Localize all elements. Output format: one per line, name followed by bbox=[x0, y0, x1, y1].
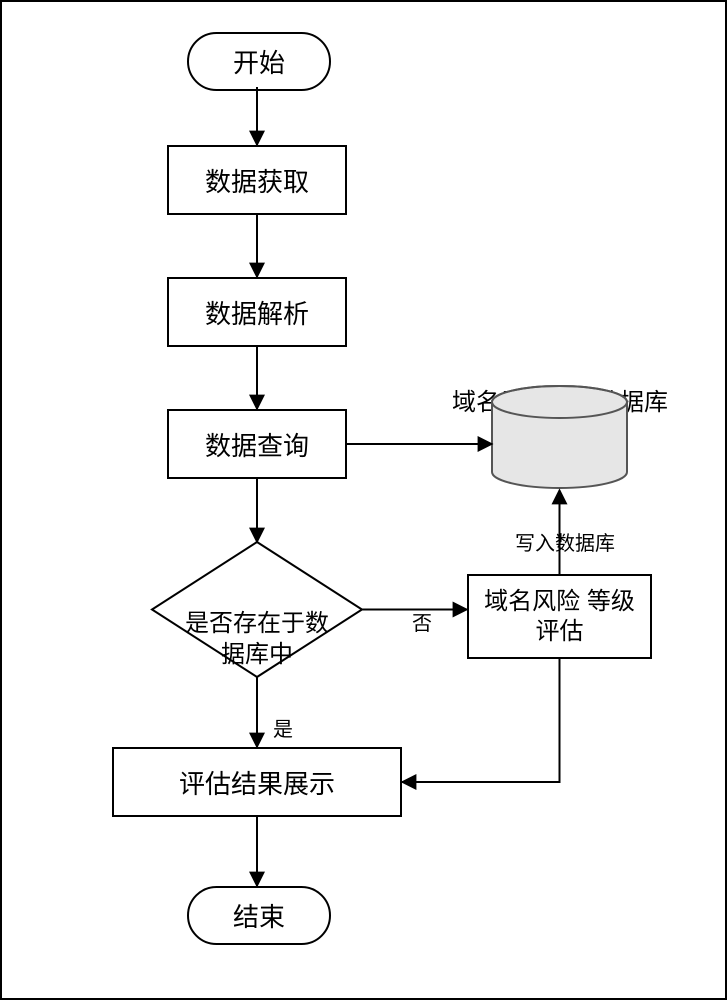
end-label: 结束 bbox=[233, 897, 285, 934]
query-node: 数据查询 bbox=[167, 409, 347, 479]
no-label: 否 bbox=[402, 584, 442, 636]
display-label: 评估结果展示 bbox=[179, 764, 335, 801]
edge-eval-display bbox=[402, 659, 560, 782]
start-node: 开始 bbox=[187, 32, 331, 91]
acquire-label: 数据获取 bbox=[205, 162, 309, 199]
db-title: 域名风险等级数据库 bbox=[420, 354, 700, 417]
end-node: 结束 bbox=[187, 886, 331, 945]
eval-node: 域名风险 等级评估 bbox=[467, 574, 652, 659]
writedb-label: 写入数据库 bbox=[500, 504, 630, 556]
decision-label-box: 是否存在于数 据库中 bbox=[152, 577, 362, 671]
svg-overlay bbox=[2, 2, 727, 1002]
yes-label: 是 bbox=[268, 690, 298, 742]
start-label: 开始 bbox=[233, 43, 285, 80]
display-node: 评估结果展示 bbox=[112, 747, 402, 817]
eval-label: 域名风险 等级评估 bbox=[473, 587, 646, 647]
decision-label: 是否存在于数 据库中 bbox=[185, 610, 329, 668]
writedb-text: 写入数据库 bbox=[515, 533, 615, 555]
no-text: 否 bbox=[412, 613, 432, 635]
parse-label: 数据解析 bbox=[205, 294, 309, 331]
parse-node: 数据解析 bbox=[167, 277, 347, 347]
db-title-text: 域名风险等级数据库 bbox=[452, 389, 668, 416]
query-label: 数据查询 bbox=[205, 426, 309, 463]
flowchart-canvas: 开始 数据获取 数据解析 数据查询 评估结果展示 结束 域名风险 等级评估 是否… bbox=[0, 0, 727, 1000]
yes-text: 是 bbox=[273, 719, 293, 741]
acquire-node: 数据获取 bbox=[167, 145, 347, 215]
